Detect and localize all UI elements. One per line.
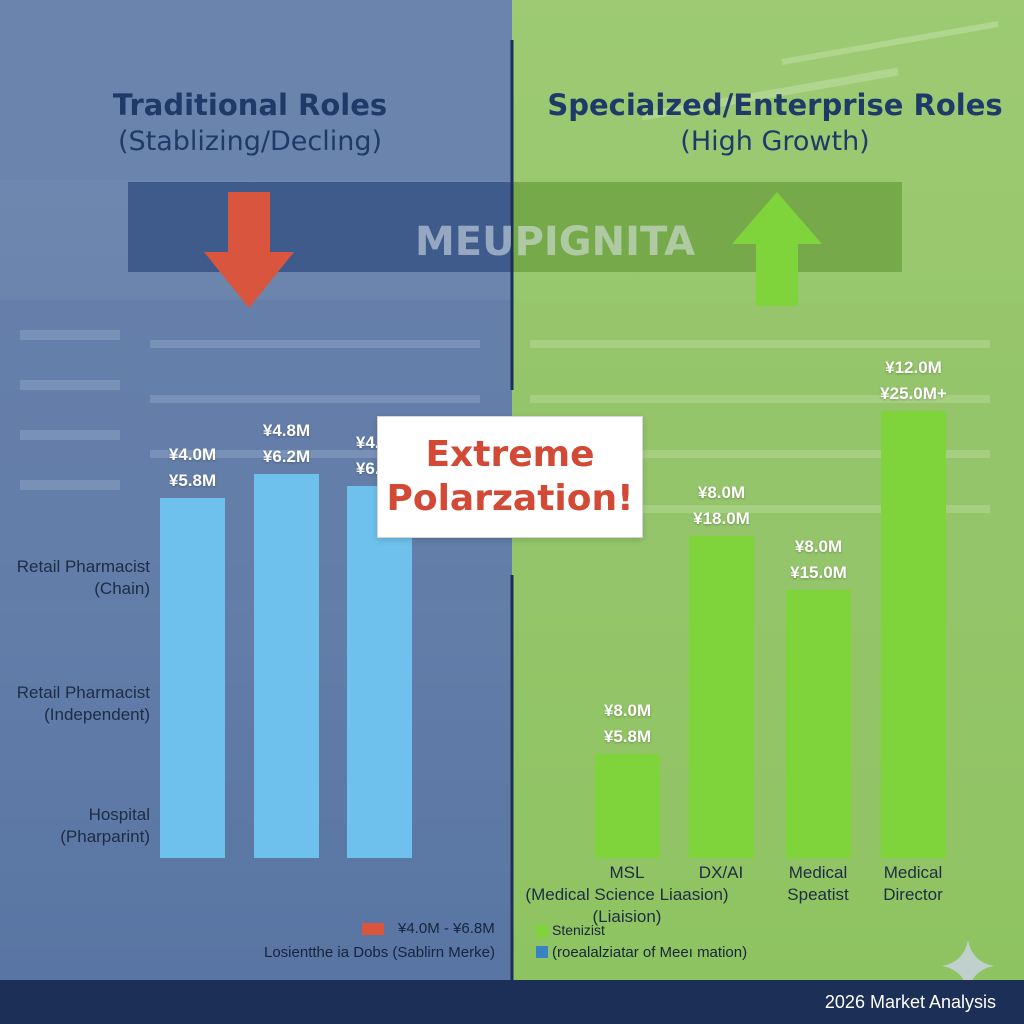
left-title: Traditional Roles (112, 88, 388, 122)
legend-swatch-green (536, 925, 548, 937)
right-bar-label-3: ¥12.0M ¥25.0M+ (880, 357, 947, 403)
left-category-label-1: Retail Pharmacist (Independent) (16, 683, 150, 724)
sparkle-icon (942, 940, 994, 992)
left-category-label-2: Hospital (Pharparint) (60, 805, 150, 846)
legend-swatch-blue (536, 946, 548, 958)
legend-label-traditional: Losientthe ia Dobs (Sablirn Merke) (264, 944, 495, 961)
right-subtitle: (High Growth) (680, 126, 870, 157)
legend-label-specialization: (roealalziatar of Meeı mation) (552, 944, 748, 961)
right-bar-label-2: ¥8.0M ¥15.0M (790, 536, 847, 582)
footer-text: 2026 Market Analysis (824, 992, 996, 1012)
legend-label-range: ¥4.0M - ¥6.8M (398, 920, 495, 937)
background-sign-text: MEUPIGNITA (415, 219, 695, 265)
callout-text: Extreme Polarzation! (386, 434, 634, 519)
polarization-callout: Extreme Polarzation! (377, 416, 643, 538)
left-heading: Traditional Roles (Stablizing/Decling) (60, 88, 440, 157)
right-bar-0 (595, 754, 660, 858)
down-arrow-icon (204, 192, 294, 308)
up-arrow-icon (732, 192, 822, 306)
right-category-label-0: MSL (Medical Science Liaasion) (Liaision… (525, 863, 729, 926)
right-category-label-2: Medical Speatist (787, 863, 849, 904)
right-bar-1 (689, 535, 754, 858)
footer-bar: 2026 Market Analysis (0, 980, 1024, 1024)
left-category-label-0: Retail Pharmacist (Chain) (16, 557, 150, 598)
right-bar-3 (881, 410, 946, 858)
right-bar-label-1: ¥8.0M ¥18.0M (693, 482, 750, 528)
right-title: Speciaized/Enterprise Roles (547, 88, 1003, 122)
legend-label-specialist: Stenizist (552, 922, 605, 938)
left-bar-label-1: ¥4.8M ¥6.2M (262, 420, 311, 466)
right-bar-label-0: ¥8.0M ¥5.8M (603, 701, 652, 747)
legend-swatch-red (362, 923, 384, 935)
right-bar-2 (786, 589, 851, 858)
left-bar-label-0: ¥4.0M ¥5.8M (168, 445, 217, 491)
left-subtitle: (Stablizing/Decling) (117, 126, 382, 157)
right-category-label-3: Medical Director (883, 863, 943, 904)
left-bar-1 (254, 473, 319, 858)
right-heading: Speciaized/Enterprise Roles (High Growth… (540, 88, 1010, 157)
right-category-label-1: DX/AI (698, 863, 744, 882)
left-bar-2 (347, 486, 412, 858)
left-bar-0 (160, 498, 225, 858)
